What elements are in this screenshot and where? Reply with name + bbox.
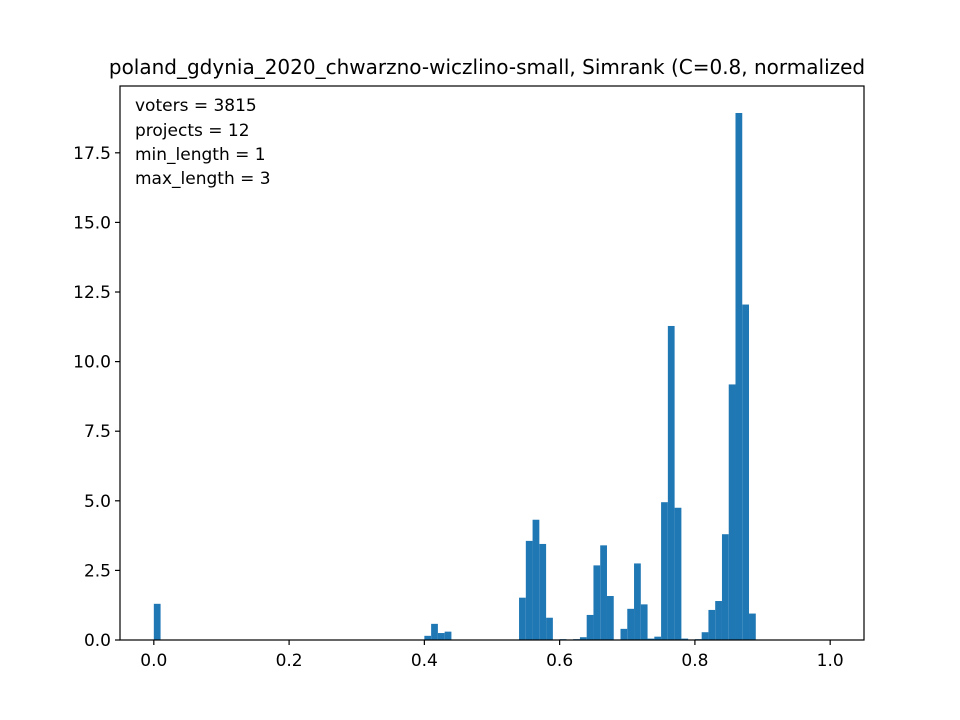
histogram-bars xyxy=(153,113,756,640)
histogram-bar-18 xyxy=(627,608,635,640)
histogram-bar-14 xyxy=(593,565,601,640)
histogram-bar-22 xyxy=(654,636,662,640)
histogram-bar-29 xyxy=(708,609,716,640)
histogram-bar-33 xyxy=(735,113,743,640)
x-tick-label-1: 0.2 xyxy=(276,651,303,671)
chart-title: poland_gdynia_2020_chwarzno-wiczlino-sma… xyxy=(109,55,865,79)
y-tick-label-7: 17.5 xyxy=(73,144,111,164)
histogram-bar-20 xyxy=(640,604,648,640)
y-axis: 0.0 2.5 5.0 7.5 10.0 12.5 15.0 17.5 xyxy=(73,144,120,651)
histogram-bar-3 xyxy=(437,633,445,640)
histogram-bar-30 xyxy=(715,601,722,640)
histogram-bar-31 xyxy=(721,534,729,640)
annotation-block: voters = 3815 projects = 12 min_length =… xyxy=(135,96,271,189)
histogram-bar-15 xyxy=(600,545,607,640)
histogram-bar-2 xyxy=(431,623,438,640)
x-tick-label-4: 0.8 xyxy=(681,651,708,671)
x-tick-label-0: 0.0 xyxy=(140,651,167,671)
histogram-bar-26 xyxy=(681,638,689,640)
histogram-bar-1 xyxy=(424,635,432,640)
y-tick-label-5: 12.5 xyxy=(73,283,111,303)
histogram-bar-28 xyxy=(701,632,709,640)
histogram-bar-4 xyxy=(444,631,452,640)
x-tick-label-3: 0.6 xyxy=(546,651,573,671)
histogram-bar-35 xyxy=(749,613,756,640)
y-tick-label-2: 5.0 xyxy=(84,492,111,512)
annotation-projects: projects = 12 xyxy=(135,121,250,141)
histogram-bar-8 xyxy=(539,543,547,640)
histogram-bar-19 xyxy=(634,563,641,640)
x-tick-label-5: 1.0 xyxy=(817,651,844,671)
histogram-bar-12 xyxy=(579,637,587,640)
histogram-bar-34 xyxy=(742,304,750,640)
histogram-bar-13 xyxy=(586,614,594,640)
y-tick-label-1: 2.5 xyxy=(84,561,111,581)
annotation-min-length: min_length = 1 xyxy=(135,145,266,165)
histogram-bar-24 xyxy=(667,325,675,640)
histogram-bar-17 xyxy=(620,628,628,640)
x-tick-label-2: 0.4 xyxy=(411,651,438,671)
annotation-max-length: max_length = 3 xyxy=(135,169,271,189)
histogram-bar-21 xyxy=(647,638,655,640)
x-axis: 0.0 0.2 0.4 0.6 0.8 1.0 xyxy=(140,640,844,671)
y-tick-label-0: 0.0 xyxy=(84,631,111,651)
annotation-voters: voters = 3815 xyxy=(135,96,257,116)
histogram-bar-32 xyxy=(728,384,736,640)
histogram-bar-25 xyxy=(674,507,682,640)
y-tick-label-6: 15.0 xyxy=(73,213,111,233)
histogram-bar-23 xyxy=(661,502,668,640)
y-tick-label-3: 7.5 xyxy=(84,422,111,442)
y-tick-label-4: 10.0 xyxy=(73,353,111,373)
histogram-bar-16 xyxy=(606,596,614,640)
plot-frame xyxy=(119,85,865,641)
histogram-bar-9 xyxy=(546,617,553,640)
histogram-bar-5 xyxy=(519,597,526,640)
histogram-bar-6 xyxy=(525,540,533,640)
histogram-bar-0 xyxy=(153,603,161,640)
histogram-bar-7 xyxy=(532,519,540,640)
